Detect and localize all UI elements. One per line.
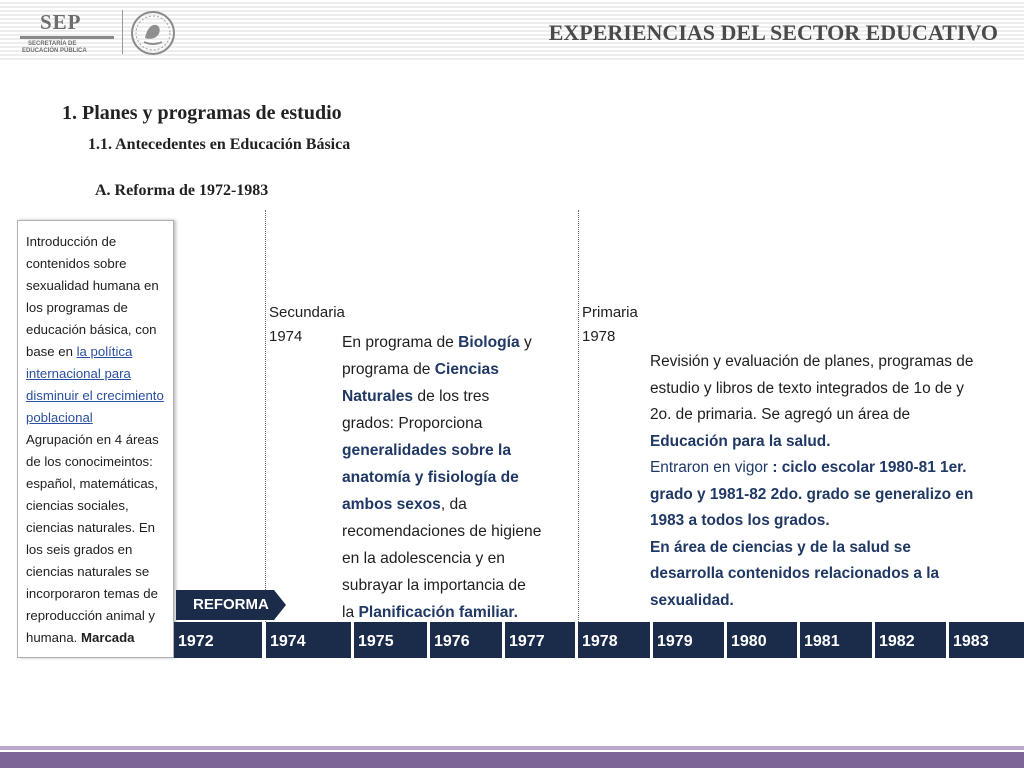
logo-divider bbox=[122, 10, 123, 54]
pri-text-2: Entraron en vigor bbox=[650, 459, 769, 476]
timeline-year-1977: 1977 bbox=[505, 622, 575, 658]
footer-band bbox=[0, 746, 1024, 768]
timeline-year-1982: 1982 bbox=[875, 622, 946, 658]
marcada-text: Marcada bbox=[81, 630, 135, 645]
timeline-year-1979: 1979 bbox=[653, 622, 724, 658]
timeline: 1972 1974 1975 1976 1977 1978 1979 1980 1981 1982… bbox=[0, 622, 1024, 658]
sec-text-4: , da recomendaciones de higiene en la ad… bbox=[342, 496, 542, 621]
sep-logo-line2: EDUCACIÓN PÚBLICA bbox=[22, 48, 87, 54]
intro-box: Introducción de contenidos sobre sexuali… bbox=[17, 220, 174, 658]
sec-text-1: En programa de bbox=[342, 334, 459, 351]
pri-bold-3: En área de ciencias y de la salud se des… bbox=[650, 538, 940, 609]
timeline-year-1981: 1981 bbox=[800, 622, 872, 658]
secundaria-description: En programa de Biología y programa de Ci… bbox=[342, 329, 542, 626]
timeline-year-1983: 1983 bbox=[949, 622, 1024, 658]
timeline-year-1976: 1976 bbox=[430, 622, 502, 658]
header-band bbox=[0, 0, 1024, 62]
reform-heading: A. Reforma de 1972-1983 bbox=[95, 182, 269, 199]
timeline-year-1978: 1978 bbox=[578, 622, 650, 658]
divider-1974 bbox=[265, 210, 266, 622]
areas-text: Agrupación en 4 áreas de los conocimeint… bbox=[26, 432, 159, 645]
reforma-arrow-icon bbox=[176, 590, 286, 620]
sec-bold-1: Biología bbox=[458, 334, 520, 351]
primaria-label-text: Primaria bbox=[582, 304, 638, 321]
divider-1978 bbox=[578, 210, 579, 622]
secundaria-year: 1974 bbox=[269, 328, 303, 345]
sep-logo-word: SEP bbox=[40, 10, 82, 34]
primaria-description: Revisión y evaluación de planes, program… bbox=[650, 349, 980, 614]
sec-bold-3: generalidades sobre la anatomía y fisiol… bbox=[342, 442, 519, 513]
primaria-label: Primaria 1978 bbox=[582, 301, 638, 349]
pri-bold-1: Educación para la salud. bbox=[650, 432, 831, 450]
sec-bold-2: Ciencias Naturales bbox=[342, 361, 499, 405]
section-heading: 1. Planes y programas de estudio bbox=[62, 102, 342, 124]
subsection-heading: 1.1. Antecedentes en Educación Básica bbox=[88, 136, 351, 153]
sep-logo-line bbox=[20, 36, 114, 39]
sep-logo: SEP SECRETARÍA DE EDUCACIÓN PÚBLICA bbox=[20, 10, 114, 54]
pri-text-1: Revisión y evaluación de planes, program… bbox=[650, 353, 974, 423]
sec-bold-4: Planificación familiar. bbox=[358, 604, 518, 621]
sec-text-2: y programa de bbox=[342, 334, 532, 378]
reforma-label: REFORMA bbox=[193, 596, 269, 613]
policy-link[interactable]: la política internacional para disminuir… bbox=[26, 344, 164, 425]
timeline-year-1975: 1975 bbox=[354, 622, 427, 658]
timeline-year-1972: 1972 bbox=[174, 622, 262, 658]
reforma-arrow-tag: REFORMA bbox=[176, 590, 286, 620]
page-header-title: EXPERIENCIAS DEL SECTOR EDUCATIVO bbox=[548, 20, 998, 45]
mexican-eagle-seal-icon bbox=[130, 10, 176, 56]
pri-bold-2: : ciclo escolar 1980-81 1er. grado y 198… bbox=[650, 459, 974, 529]
secundaria-label-text: Secundaria bbox=[269, 304, 345, 321]
secundaria-label: Secundaria 1974 bbox=[269, 301, 345, 349]
primaria-year: 1978 bbox=[582, 328, 616, 345]
timeline-year-1974: 1974 bbox=[266, 622, 351, 658]
sep-logo-line1: SECRETARÍA DE bbox=[28, 41, 77, 47]
timeline-year-1980: 1980 bbox=[727, 622, 797, 658]
sec-text-3: de los tres grados: Proporciona bbox=[342, 388, 490, 432]
intro-text: Introducción de contenidos sobre sexuali… bbox=[26, 234, 159, 359]
intro-box-text: Introducción de contenidos sobre sexuali… bbox=[26, 231, 172, 649]
